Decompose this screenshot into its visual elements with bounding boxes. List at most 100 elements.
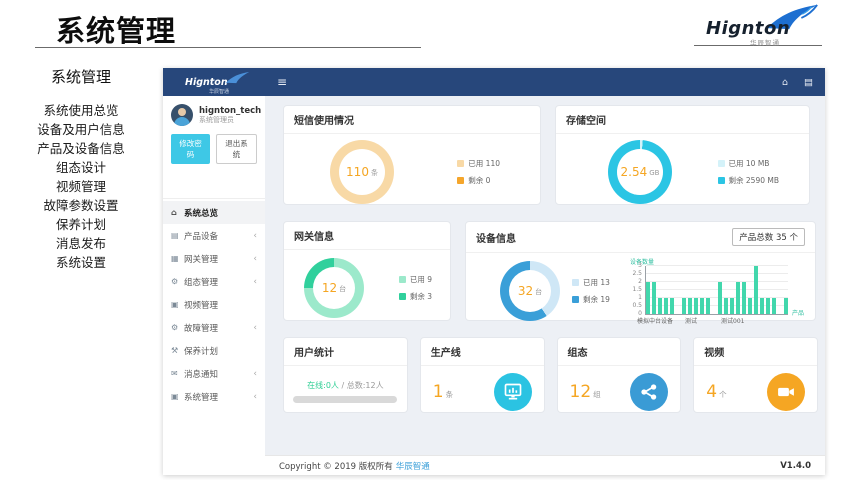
book-icon: ✉ [171, 369, 178, 378]
bar [766, 297, 770, 314]
outer-nav-item[interactable]: 产品及设备信息 [37, 141, 125, 156]
bar [772, 297, 776, 314]
gateway-donut-chart: 12 台 [304, 257, 364, 318]
legend-swatch [457, 159, 465, 167]
device-legend: 已用 13 剩余 19 [572, 277, 610, 305]
legend-swatch [398, 275, 406, 283]
y-tick-label: 0 [638, 309, 642, 317]
y-tick-label: 3 [638, 261, 642, 269]
chevron-icon: ‹ [253, 253, 257, 264]
video-camera-icon [767, 372, 805, 411]
row-2: 网关信息 12 台 已用 9 剩余 3 设备 [283, 221, 818, 325]
legend-label: 已用 110 [468, 158, 500, 168]
outer-nav: 系统管理 系统使用总览 设备及用户信息 产品及设备信息 组态设计 视频管理 故障参数设置保… [0, 66, 162, 275]
user-stats-card: 用户统计 在线:0人 / 总数:12人 [283, 337, 408, 413]
bar [646, 281, 650, 314]
scada-card: 组态 12 组 [556, 337, 682, 413]
device-donut-chart: 32 台 [500, 260, 560, 321]
card-title: 存储空间 [556, 106, 809, 134]
outer-nav-list: 系统使用总览 设备及用户信息 产品及设备信息 组态设计视频管理故障参数设置 保养计划消息… [0, 104, 162, 270]
sidebar-item-gateway[interactable]: ▦ 网关管理 ‹ [163, 247, 265, 270]
outer-nav-item[interactable]: 消息发布 [55, 236, 106, 251]
legend-swatch [572, 278, 579, 286]
bar [700, 297, 704, 314]
brand-swoosh-icon [225, 71, 250, 84]
user-profile: hignton_tech 系统管理员 [163, 96, 265, 130]
title-divider [35, 47, 421, 48]
legend-swatch [398, 292, 406, 300]
chevron-icon: ‹ [253, 276, 257, 287]
bar [658, 297, 662, 314]
gateway-legend: 已用 9 剩余 3 [398, 274, 432, 302]
app-footer: Copyright © 2019 版权所有 华辰智通 V1.4.0 [265, 455, 825, 475]
monitor-icon: ▣ [171, 300, 179, 309]
version-label: V1.4.0 [780, 460, 811, 471]
online-progress-bar [293, 396, 398, 403]
outer-nav-item[interactable]: 保养计划 [55, 217, 106, 232]
hamburger-menu-icon[interactable]: ≡ [277, 75, 288, 89]
brand-name: Hignton [706, 18, 791, 39]
gateway-icon: ▦ [171, 254, 179, 263]
home-icon[interactable]: ⌂ [781, 76, 789, 88]
donut-value: 12 [321, 280, 338, 295]
sidebar-item-label: 保养计划 [184, 346, 219, 357]
row-3: 用户统计 在线:0人 / 总数:12人 生产线 1 条 [283, 337, 818, 413]
outer-nav-item[interactable]: 设备及用户信息 [37, 122, 125, 137]
donut-value: 110 [346, 164, 369, 179]
gears-icon: ⚙ [171, 323, 179, 332]
chevron-icon: ‹ [253, 230, 257, 241]
copyright-text: Copyright © 2019 版权所有 [279, 461, 393, 472]
outer-nav-item[interactable]: 组态设计 [55, 160, 106, 175]
file-icon[interactable]: ▤ [804, 76, 813, 88]
sidebar-item-system[interactable]: ▣ 系统管理 ‹ [163, 385, 265, 408]
donut-unit: 条 [370, 169, 378, 177]
avatar [171, 104, 193, 126]
sidebar-item-scada[interactable]: ⚙ 组态管理 ‹ [163, 270, 265, 293]
card-title: 视频 [694, 338, 817, 366]
bar [670, 297, 674, 314]
sidebar-item-fault[interactable]: ⚙ 故障管理 ‹ [163, 316, 265, 339]
app-window: Hignton 华辰智通 hignton_tech 系统管理员 修改密码 退出系… [163, 68, 825, 475]
sms-donut-chart: 110 条 [330, 139, 394, 204]
storage-card: 存储空间 2.54 GB 已用 10 MB 剩余 2590 MB [555, 105, 810, 205]
bar [742, 281, 746, 314]
logout-button[interactable]: 退出系统 [216, 134, 257, 164]
sidebar-item-label: 视频管理 [184, 300, 219, 311]
sidebar-item-message[interactable]: ✉ 消息通知 ‹ [163, 362, 265, 385]
outer-nav-item[interactable]: 系统设置 [55, 255, 106, 270]
stat-unit: 条 [445, 390, 454, 399]
bar-chart-y-label: 设备数量 [630, 258, 655, 266]
bar [652, 281, 656, 314]
sidebar-item-overview[interactable]: ⌂ 系统总览 [163, 201, 265, 224]
legend-label: 剩余 19 [583, 294, 610, 304]
card-title: 网关信息 [284, 222, 450, 250]
sms-legend: 已用 110 剩余 0 [457, 158, 500, 186]
sidebar-item-video[interactable]: ▣ 视频管理 [163, 293, 265, 316]
donut-value: 32 [517, 283, 534, 298]
card-title: 用户统计 [284, 338, 407, 366]
outer-nav-item[interactable]: 系统使用总览 [43, 103, 119, 118]
bar-chart-plot [645, 264, 788, 315]
brand-swoosh-icon [767, 4, 818, 30]
bar [694, 297, 698, 314]
outer-nav-item[interactable]: 故障参数设置 [43, 198, 119, 213]
legend-swatch [717, 159, 725, 167]
company-link[interactable]: 华辰智通 [395, 461, 430, 472]
x-tick-label: 测试001 [721, 317, 745, 325]
y-tick-label: 0.5 [632, 301, 642, 309]
bar [754, 265, 758, 314]
sidebar-item-maintenance[interactable]: ⚒ 保养计划 [163, 339, 265, 362]
x-tick-label: 模拟中台设备 [637, 317, 674, 325]
sidebar-item-label: 产品设备 [184, 231, 219, 242]
change-password-button[interactable]: 修改密码 [171, 134, 210, 164]
gateway-card: 网关信息 12 台 已用 9 剩余 3 [283, 221, 451, 321]
sidebar-item-label: 组态管理 [184, 277, 219, 288]
y-tick-label: 2.5 [632, 269, 642, 277]
donut-value: 2.54 [620, 164, 648, 179]
sidebar-item-product-device[interactable]: ▤ 产品设备 ‹ [163, 224, 265, 247]
outer-nav-item[interactable]: 视频管理 [55, 179, 106, 194]
bar [718, 281, 722, 314]
sidebar-item-label: 系统管理 [184, 392, 219, 403]
bar [724, 297, 728, 314]
product-total-button[interactable]: 产品总数 35 个 [732, 228, 805, 246]
